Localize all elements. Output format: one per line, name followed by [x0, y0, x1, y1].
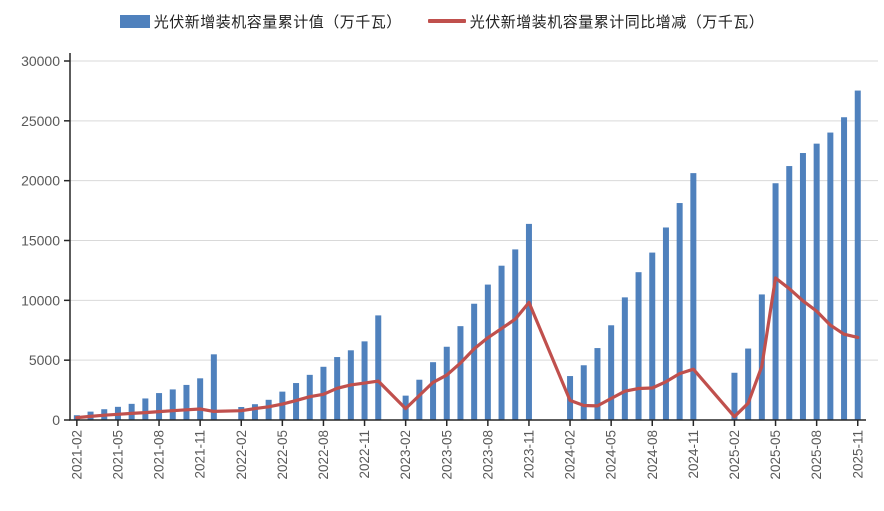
x-tick-label: 2025-08: [809, 430, 824, 480]
x-tick-label: 2024-02: [563, 430, 578, 480]
x-tick-label: 2024-05: [604, 430, 619, 480]
bar-2023-08: [484, 284, 491, 420]
x-tick-label: 2025-11: [850, 430, 865, 479]
bar-2022-03: [251, 404, 258, 420]
x-tick-label: 2021-05: [110, 430, 125, 480]
bar-2024-09: [662, 227, 669, 420]
x-tick-label: 2025-02: [727, 430, 742, 480]
bar-2023-03: [416, 379, 423, 420]
y-axis-labels: 0 5000 10000 15000 20000 25000 30000: [21, 53, 60, 428]
y-tick-label: 5000: [29, 352, 60, 368]
bar-2021-12: [210, 354, 217, 420]
bar-2024-11: [690, 173, 697, 420]
legend-label-cumulative: 光伏新增装机容量累计值（万千瓦）: [153, 13, 402, 31]
bar-2024-10: [676, 203, 683, 420]
bar-2025-10: [841, 117, 848, 420]
bar-2022-02: [238, 407, 245, 420]
bar-2023-10: [512, 249, 519, 420]
bar-2023-07: [471, 303, 478, 420]
x-tick-label: 2022-02: [234, 430, 249, 480]
bar-2022-11: [361, 341, 368, 420]
y-gridlines: [64, 60, 878, 421]
x-tick-label: 2021-08: [152, 430, 167, 480]
bar-2023-05: [443, 346, 450, 420]
bar-2025-02: [731, 372, 738, 420]
chart-legend: 光伏新增装机容量累计值（万千瓦） 光伏新增装机容量累计同比增减（万千瓦）: [0, 8, 884, 34]
bar-2022-12: [375, 315, 382, 420]
bar-2025-07: [799, 153, 806, 420]
x-tick-label: 2023-02: [398, 430, 413, 480]
bar-2021-09: [169, 389, 176, 420]
bar-2024-06: [621, 297, 628, 420]
bar-2023-06: [457, 326, 464, 420]
bar-2024-03: [580, 365, 587, 420]
bar-2021-11: [197, 378, 204, 420]
bar-2024-08: [649, 252, 656, 420]
bar-2022-04: [265, 399, 272, 420]
y-tick-label: 0: [52, 412, 60, 428]
bar-series-swatch-icon: [119, 14, 150, 28]
yoy-line: [75, 276, 860, 420]
line-series-swatch-icon: [427, 19, 466, 23]
x-tick-label: 2021-02: [69, 430, 84, 480]
y-tick-label: 15000: [21, 233, 60, 249]
x-tick-label: 2021-11: [193, 430, 208, 479]
bar-2024-05: [608, 325, 615, 420]
bar-2025-08: [813, 143, 820, 421]
x-tick-label: 2022-08: [316, 430, 331, 480]
bar-series: [73, 90, 861, 421]
y-tick-label: 25000: [21, 113, 60, 129]
x-tick-label: 2023-11: [521, 430, 536, 479]
bar-2024-04: [594, 348, 601, 420]
y-tick-label: 20000: [21, 173, 60, 189]
bar-2025-06: [786, 166, 793, 420]
bar-2021-08: [156, 393, 163, 420]
legend-item-cumulative: 光伏新增装机容量累计值（万千瓦）: [119, 11, 402, 32]
y-tick-label: 10000: [21, 292, 60, 308]
y-tick-label: 30000: [21, 53, 60, 69]
x-tick-label: 2024-08: [645, 430, 660, 480]
legend-label-yoy: 光伏新增装机容量累计同比增减（万千瓦）: [469, 13, 765, 31]
x-tick-label: 2024-11: [686, 430, 701, 479]
bar-2024-07: [635, 272, 642, 420]
bar-2023-04: [430, 362, 437, 420]
legend-item-yoy: 光伏新增装机容量累计同比增减（万千瓦）: [427, 11, 765, 32]
x-axis-labels: 2021-02 2021-05 2021-08 2021-11 2022-02 2022-…: [69, 420, 865, 480]
x-tick-label: 2023-05: [439, 430, 454, 480]
x-tick-label: 2022-05: [275, 430, 290, 480]
x-tick-label: 2022-11: [357, 430, 372, 479]
bar-2021-07: [142, 398, 149, 420]
bar-2023-11: [525, 223, 532, 420]
bar-2025-05: [772, 183, 779, 420]
bar-2023-09: [498, 265, 505, 420]
bar-2025-11: [854, 90, 861, 420]
x-tick-label: 2025-05: [768, 430, 783, 480]
bar-2025-09: [827, 132, 834, 420]
bar-2025-03: [745, 348, 752, 420]
bar-2021-10: [183, 384, 190, 420]
bar-2022-05: [279, 391, 286, 420]
x-tick-label: 2023-08: [480, 430, 495, 480]
